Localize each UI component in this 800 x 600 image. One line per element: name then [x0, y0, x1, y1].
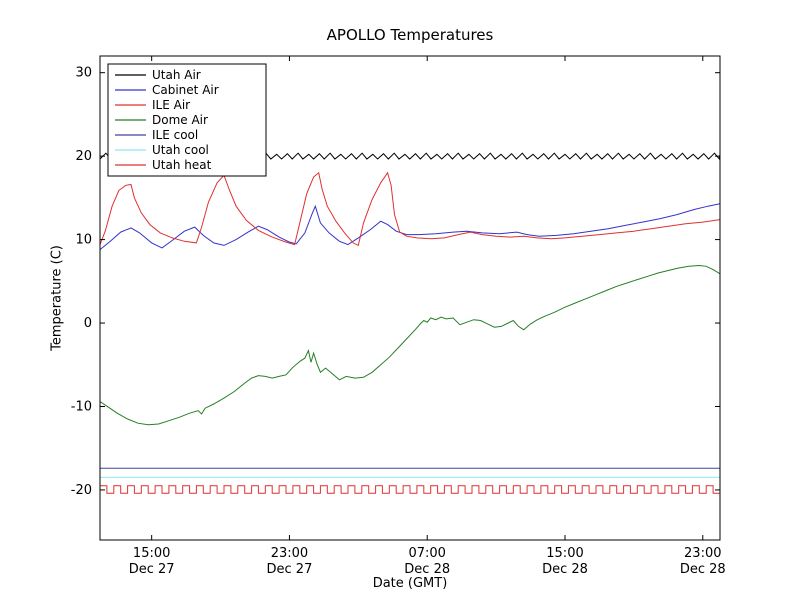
x-tick-date-label: Dec 28 — [542, 562, 588, 577]
legend-label: Dome Air — [152, 113, 208, 127]
legend-label: Utah heat — [152, 158, 212, 172]
series-line-cabinet-air — [100, 203, 720, 250]
x-tick-date-label: Dec 28 — [404, 562, 450, 577]
y-tick-label: 30 — [75, 66, 92, 81]
x-tick-date-label: Dec 27 — [267, 562, 313, 577]
y-tick-label: -10 — [71, 399, 92, 414]
y-axis-label: Temperature (C) — [49, 245, 65, 351]
x-tick-time-label: 15:00 — [133, 546, 170, 561]
legend-entry-cabinet-air: Cabinet Air — [115, 83, 219, 97]
x-tick-date-label: Dec 28 — [680, 562, 726, 577]
series-line-dome-air — [100, 264, 720, 426]
series-line-ile-air — [100, 171, 720, 247]
legend-entry-dome-air: Dome Air — [115, 113, 208, 127]
legend-entry-utah-air: Utah Air — [115, 68, 201, 82]
x-tick-time-label: 07:00 — [408, 546, 445, 561]
x-tick-time-label: 15:00 — [546, 546, 583, 561]
legend-entry-ile-air: ILE Air — [115, 98, 190, 112]
y-tick-label: 10 — [75, 233, 92, 248]
series-line-utah-heat — [100, 485, 720, 494]
legend-entry-utah-heat: Utah heat — [115, 158, 212, 172]
legend-entry-utah-cool: Utah cool — [115, 143, 209, 157]
y-tick-label: -20 — [71, 483, 92, 498]
x-axis-label: Date (GMT) — [372, 576, 448, 591]
legend-label: ILE Air — [152, 98, 190, 112]
axes-frame — [99, 55, 721, 541]
legend-label: Utah Air — [152, 68, 201, 82]
y-tick-label: 20 — [75, 149, 92, 164]
legend-label: ILE cool — [152, 128, 198, 142]
x-tick-time-label: 23:00 — [271, 546, 308, 561]
x-tick-time-label: 23:00 — [684, 546, 721, 561]
legend-label: Utah cool — [152, 143, 209, 157]
x-tick-date-label: Dec 27 — [129, 562, 175, 577]
y-tick-label: 0 — [84, 316, 92, 331]
legend-entry-ile-cool: ILE cool — [115, 128, 198, 142]
chart-title: APOLLO Temperatures — [326, 26, 494, 44]
legend-label: Cabinet Air — [152, 83, 219, 97]
